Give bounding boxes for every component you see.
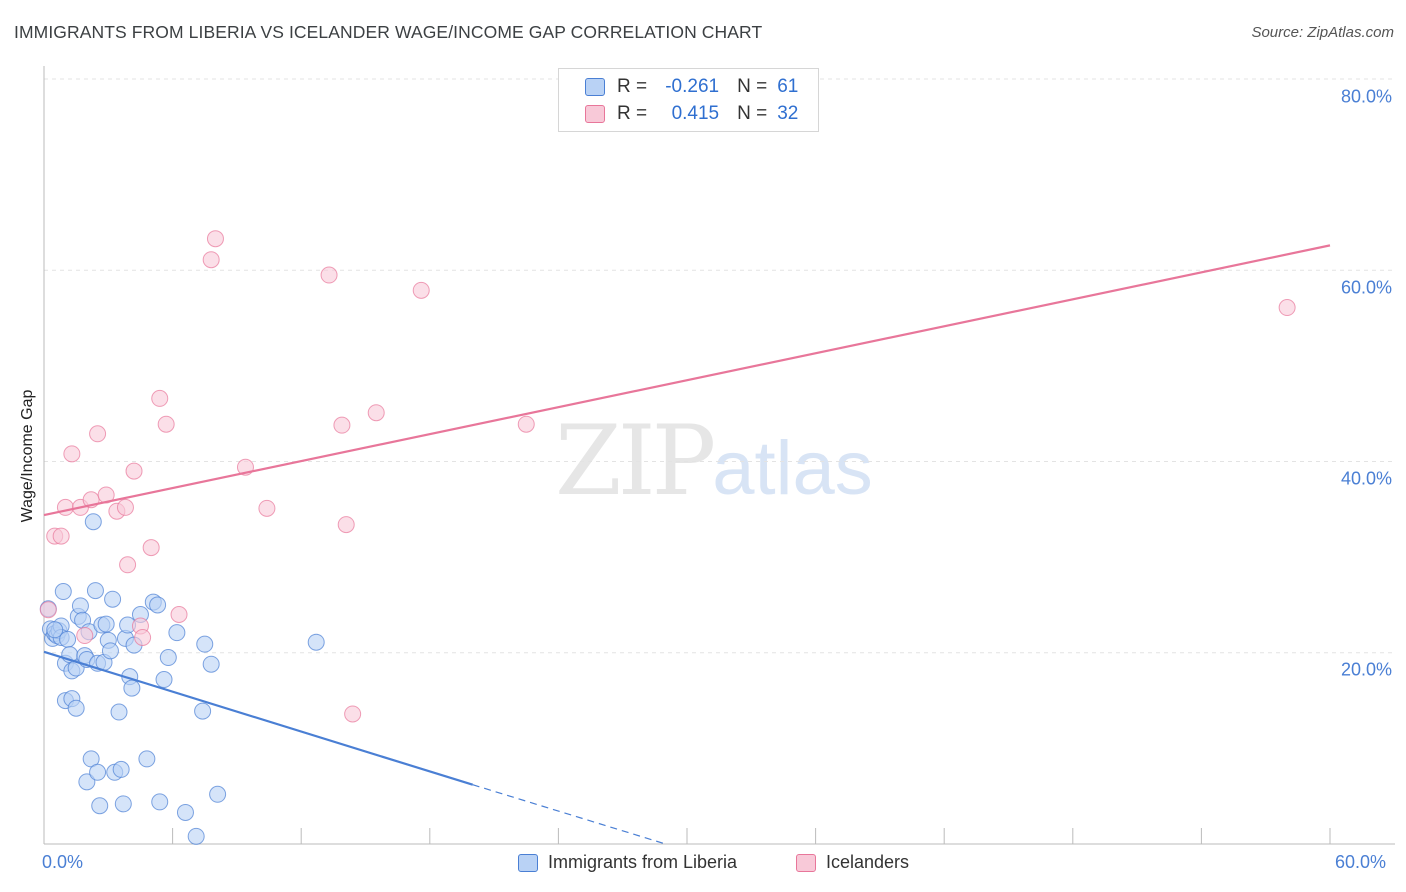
icelander-point: [258, 499, 276, 517]
liberia-point: [138, 750, 156, 768]
icelander-point: [170, 606, 188, 623]
liberia-point: [159, 649, 177, 667]
liberia-point: [46, 621, 64, 639]
icelander-point: [1278, 299, 1296, 317]
icelander-point: [56, 498, 74, 516]
liberia-point: [168, 624, 186, 642]
legend-r-value: 0.415: [671, 103, 720, 124]
liberia-point: [104, 590, 122, 608]
legend-row-liberia: R = -0.261 N = 61: [585, 74, 798, 100]
liberia-point: [67, 699, 85, 717]
liberia-point: [110, 703, 128, 721]
liberia-point: [209, 785, 227, 803]
icelander-point: [119, 556, 137, 574]
liberia-point: [114, 795, 132, 813]
liberia-point: [78, 773, 96, 791]
liberia-point: [91, 797, 109, 815]
liberia-point: [84, 513, 102, 531]
liberia-point: [187, 827, 205, 845]
liberia-point: [54, 583, 72, 601]
icelander-trend-line: [43, 244, 1331, 517]
liberia-point: [97, 615, 115, 633]
icelander-point: [517, 415, 535, 433]
liberia-point: [151, 793, 169, 811]
legend-n-label: N =: [737, 103, 768, 124]
icelander-point: [151, 389, 169, 407]
icelander-point: [52, 527, 70, 545]
liberia-point: [123, 679, 141, 697]
liberia-trend-extension: [472, 784, 666, 845]
bottom-legend-label: Immigrants from Liberia: [548, 852, 738, 872]
icelander-point: [412, 281, 430, 299]
liberia-point: [149, 596, 167, 614]
legend-r-label: R =: [617, 103, 648, 124]
liberia-point: [176, 803, 194, 821]
icelander-point: [344, 705, 362, 723]
legend-r-value: -0.261: [665, 76, 720, 97]
bottom-legend-liberia: Immigrants from Liberia: [518, 852, 737, 873]
watermark-atlas: atlas: [712, 426, 873, 511]
liberia-point: [196, 635, 214, 653]
y-axis-label: Wage/Income Gap: [19, 389, 36, 523]
bottom-legend-label: Icelanders: [826, 852, 910, 872]
legend-r-label: R =: [617, 76, 648, 97]
x-tick-label: 60.0%: [1335, 852, 1387, 872]
liberia-point: [101, 642, 119, 660]
liberia-point: [71, 597, 89, 615]
liberia-point: [202, 655, 220, 673]
y-tick-label: 60.0%: [1340, 277, 1392, 298]
icelander-point: [337, 516, 355, 534]
icelander-point: [157, 415, 175, 433]
liberia-trend-line: [43, 650, 473, 786]
icelander-point: [125, 462, 143, 480]
legend-n-label: N =: [737, 76, 768, 97]
icelander-point: [76, 627, 94, 645]
pink-swatch-icon: [796, 853, 816, 872]
icelander-point: [367, 404, 385, 422]
liberia-point: [112, 760, 130, 778]
icelander-point: [134, 628, 152, 646]
legend-row-icelanders: R = 0.415 N = 32: [585, 101, 798, 127]
liberia-point: [307, 633, 325, 651]
icelander-point: [89, 425, 107, 443]
bottom-legend-icelanders: Icelanders: [796, 852, 909, 873]
liberia-point: [155, 671, 173, 689]
liberia-point: [86, 582, 104, 600]
correlation-legend: R = -0.261 N = 61 R = 0.415 N = 32: [558, 68, 819, 132]
blue-swatch-icon: [585, 78, 605, 96]
y-tick-label: 80.0%: [1340, 86, 1392, 107]
icelander-point: [39, 601, 57, 619]
y-tick-label: 20.0%: [1340, 659, 1392, 680]
pink-swatch-icon: [585, 105, 605, 123]
y-tick-label: 40.0%: [1340, 468, 1392, 489]
icelander-point: [142, 539, 160, 557]
icelander-point: [320, 266, 338, 284]
icelander-point: [116, 498, 134, 516]
x-tick-label: 0.0%: [42, 852, 84, 872]
chart-title: IMMIGRANTS FROM LIBERIA VS ICELANDER WAG…: [14, 22, 763, 42]
icelander-point: [333, 416, 351, 434]
source-label: Source: ZipAtlas.com: [1251, 24, 1394, 41]
liberia-point: [89, 763, 107, 781]
icelander-point: [206, 230, 224, 248]
icelander-point: [202, 251, 220, 269]
legend-n-value: 61: [777, 76, 799, 97]
blue-swatch-icon: [518, 853, 538, 872]
legend-n-value: 32: [777, 103, 799, 124]
icelander-point: [63, 445, 81, 463]
liberia-point: [194, 702, 212, 720]
